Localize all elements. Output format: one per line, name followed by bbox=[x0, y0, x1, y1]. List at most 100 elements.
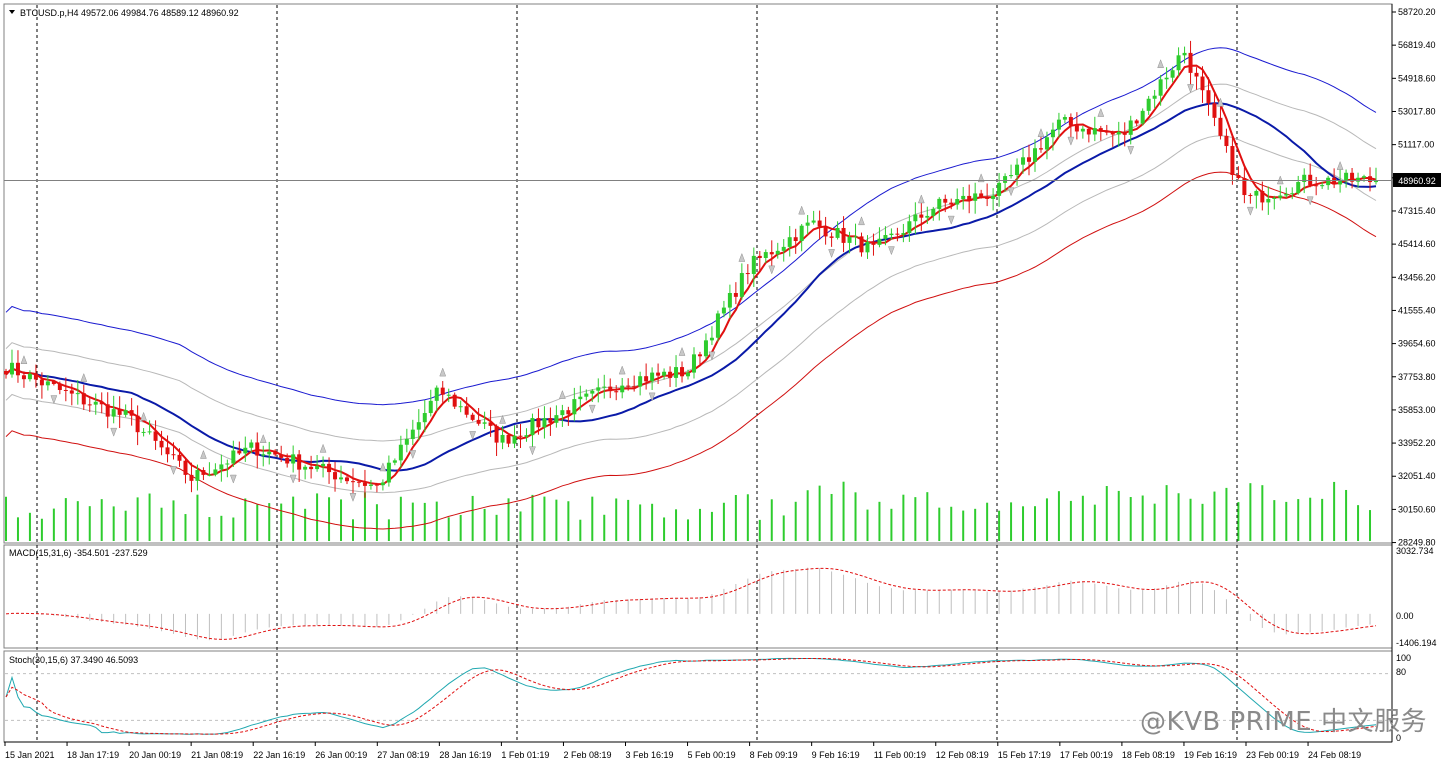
candle-body bbox=[33, 373, 38, 380]
candle-body bbox=[1362, 176, 1367, 178]
candle-body bbox=[1356, 177, 1361, 182]
candle-body bbox=[452, 394, 457, 407]
fractal-up-icon bbox=[977, 173, 985, 183]
candle-body bbox=[21, 375, 26, 380]
fractal-up-icon bbox=[1097, 107, 1105, 117]
candle-body bbox=[273, 451, 278, 455]
candle-body bbox=[967, 195, 972, 201]
main-header: BTCUSD.p,H4 49572.06 49984.76 48589.12 4… bbox=[20, 8, 239, 18]
candle-body bbox=[213, 469, 218, 475]
candle-body bbox=[931, 208, 936, 216]
candle-body bbox=[811, 220, 816, 223]
y-tick-label: 37753.80 bbox=[1398, 372, 1436, 382]
fractal-up-icon bbox=[559, 389, 566, 399]
collapse-triangle-icon[interactable] bbox=[9, 10, 15, 14]
y-tick-label: 47315.40 bbox=[1398, 206, 1436, 216]
candle-body bbox=[362, 482, 367, 486]
candle-body bbox=[668, 371, 673, 378]
x-tick-label: 26 Jan 00:19 bbox=[315, 750, 367, 760]
candle-body bbox=[781, 246, 786, 251]
y-tick-label: 32051.40 bbox=[1398, 471, 1436, 481]
y-tick-label: 58720.20 bbox=[1398, 7, 1436, 17]
candle-body bbox=[913, 214, 918, 222]
fractal-down-icon bbox=[1067, 136, 1075, 146]
candle-body bbox=[650, 372, 655, 382]
y-tick-label: 53017.80 bbox=[1398, 106, 1436, 116]
fractal-up-icon bbox=[439, 367, 447, 377]
axis-labels: 15 Jan 2021 18 Jan 17:19 20 Jan 00:19 21 Ja… bbox=[4, 7, 1437, 760]
fractal-down-icon bbox=[409, 450, 417, 460]
fast-moving-average bbox=[5, 64, 1377, 486]
candle-body bbox=[57, 384, 62, 390]
y-tick-label: 41555.40 bbox=[1398, 305, 1436, 315]
candle-body bbox=[799, 225, 804, 242]
fractal-down-icon bbox=[768, 265, 776, 275]
candle-body bbox=[703, 340, 708, 357]
current-price-box bbox=[1393, 173, 1441, 187]
candle-body bbox=[333, 472, 338, 480]
candle-body bbox=[255, 442, 260, 456]
candle-body bbox=[153, 431, 158, 441]
candle-body bbox=[847, 236, 852, 243]
candle-body bbox=[512, 435, 517, 444]
candle-body bbox=[321, 463, 326, 467]
candle-body bbox=[1110, 132, 1115, 135]
candle-body bbox=[656, 372, 661, 376]
x-tick-label: 27 Jan 08:19 bbox=[377, 750, 429, 760]
candle-body bbox=[1194, 72, 1199, 77]
x-tick-label: 5 Feb 00:19 bbox=[688, 750, 736, 760]
candle-body bbox=[422, 413, 427, 423]
candle-body bbox=[1003, 176, 1008, 183]
candle-body bbox=[1350, 172, 1355, 182]
candle-body bbox=[853, 236, 858, 238]
fractal-markers bbox=[20, 59, 1344, 502]
candle-body bbox=[1122, 131, 1127, 135]
candle-body bbox=[368, 484, 373, 486]
candle-body bbox=[207, 474, 212, 476]
candle-body bbox=[195, 470, 200, 481]
candle-body bbox=[889, 233, 894, 236]
candle-body bbox=[1056, 119, 1061, 130]
candle-body bbox=[87, 404, 92, 406]
candle-body bbox=[219, 464, 224, 470]
candle-body bbox=[51, 381, 56, 385]
candle-body bbox=[943, 198, 948, 203]
candle-body bbox=[925, 215, 930, 218]
candle-body bbox=[542, 418, 547, 428]
candle-body bbox=[751, 255, 756, 274]
x-tick-label: 20 Jan 00:19 bbox=[129, 750, 181, 760]
candle-body bbox=[739, 273, 744, 297]
candle-body bbox=[345, 477, 350, 482]
candle-body bbox=[117, 409, 122, 415]
stoch-y-tick-label: 0 bbox=[1396, 733, 1401, 743]
fractal-down-icon bbox=[888, 246, 895, 256]
candle-body bbox=[410, 429, 415, 439]
candle-body bbox=[416, 422, 421, 430]
candle-body bbox=[1050, 129, 1055, 138]
vertical-grid bbox=[36, 5, 1238, 741]
candle-body bbox=[895, 233, 900, 235]
candle-body bbox=[231, 450, 236, 464]
candle-body bbox=[1296, 182, 1301, 194]
fractal-down-icon bbox=[289, 474, 297, 484]
x-tick-label: 18 Jan 17:19 bbox=[67, 750, 119, 760]
candle-body bbox=[464, 406, 469, 415]
price-axis bbox=[1392, 4, 1445, 742]
candle-body bbox=[159, 440, 164, 448]
candle-body bbox=[1152, 95, 1157, 99]
macd-header: MACD(15,31,6) -354.501 -237.529 bbox=[9, 548, 148, 558]
candle-body bbox=[757, 255, 762, 259]
candle-body bbox=[727, 293, 732, 308]
candle-body bbox=[769, 252, 774, 255]
fractal-up-icon bbox=[618, 365, 626, 375]
fractal-up-icon bbox=[1217, 97, 1224, 107]
candle-body bbox=[554, 415, 559, 423]
candle-body bbox=[482, 422, 487, 424]
fractal-up-icon bbox=[319, 443, 327, 453]
candle-body bbox=[674, 367, 679, 378]
candle-body bbox=[578, 396, 583, 400]
fractal-down-icon bbox=[1306, 196, 1314, 206]
candle-body bbox=[201, 470, 206, 475]
